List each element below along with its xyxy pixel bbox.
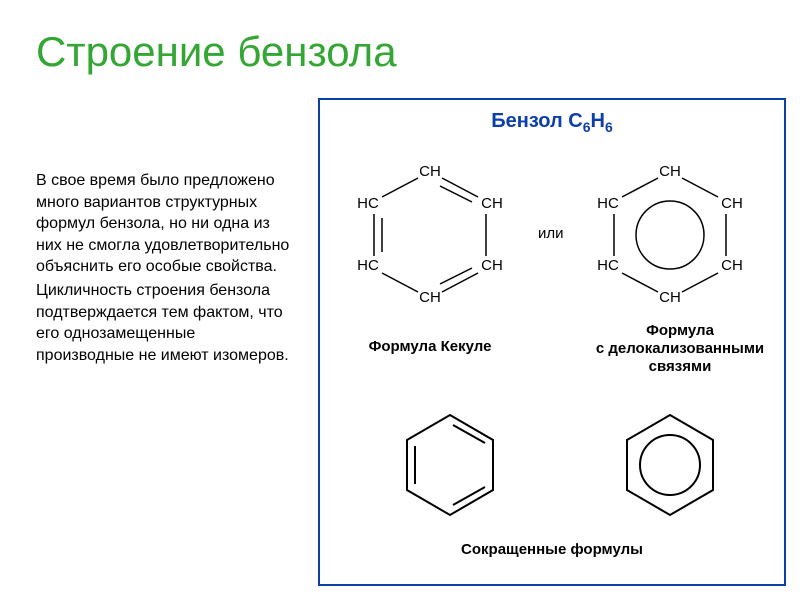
simplified-label: Сокращенные формулы bbox=[320, 541, 784, 558]
svg-text:CH: CH bbox=[481, 257, 503, 274]
svg-text:HC: HC bbox=[597, 195, 619, 212]
svg-text:HC: HC bbox=[597, 257, 619, 274]
diagram-box: Бензол C6H6 или CH CH CH CH HC HC bbox=[318, 98, 786, 586]
diagram-title: Бензол C6H6 bbox=[320, 110, 784, 135]
svg-text:HC: HC bbox=[357, 257, 379, 274]
svg-text:HC: HC bbox=[357, 195, 379, 212]
svg-text:CH: CH bbox=[419, 163, 441, 180]
delocalized-label: Формула с делокализованными связями bbox=[580, 322, 780, 376]
simplified-formulas bbox=[320, 400, 788, 540]
slide-title: Строение бензола bbox=[36, 28, 397, 76]
kekule-label: Формула Кекуле bbox=[340, 338, 520, 356]
delocalized-simplified bbox=[627, 415, 713, 515]
body-text: В свое время было предложено много вариа… bbox=[36, 170, 296, 368]
svg-text:CH: CH bbox=[659, 163, 681, 180]
body-paragraph-1: В свое время было предложено много вариа… bbox=[36, 170, 296, 278]
svg-text:CH: CH bbox=[721, 257, 743, 274]
svg-text:CH: CH bbox=[721, 195, 743, 212]
kekule-structure: CH CH CH CH HC HC bbox=[357, 163, 503, 306]
delocalized-structure: CH CH CH CH HC HC bbox=[597, 163, 743, 306]
svg-text:CH: CH bbox=[481, 195, 503, 212]
kekule-simplified bbox=[407, 415, 493, 515]
svg-text:CH: CH bbox=[659, 289, 681, 306]
body-paragraph-2: Цикличность строения бензола подтверждае… bbox=[36, 280, 296, 366]
svg-text:CH: CH bbox=[419, 289, 441, 306]
structural-formulas: CH CH CH CH HC HC CH CH CH CH HC H bbox=[320, 140, 788, 340]
